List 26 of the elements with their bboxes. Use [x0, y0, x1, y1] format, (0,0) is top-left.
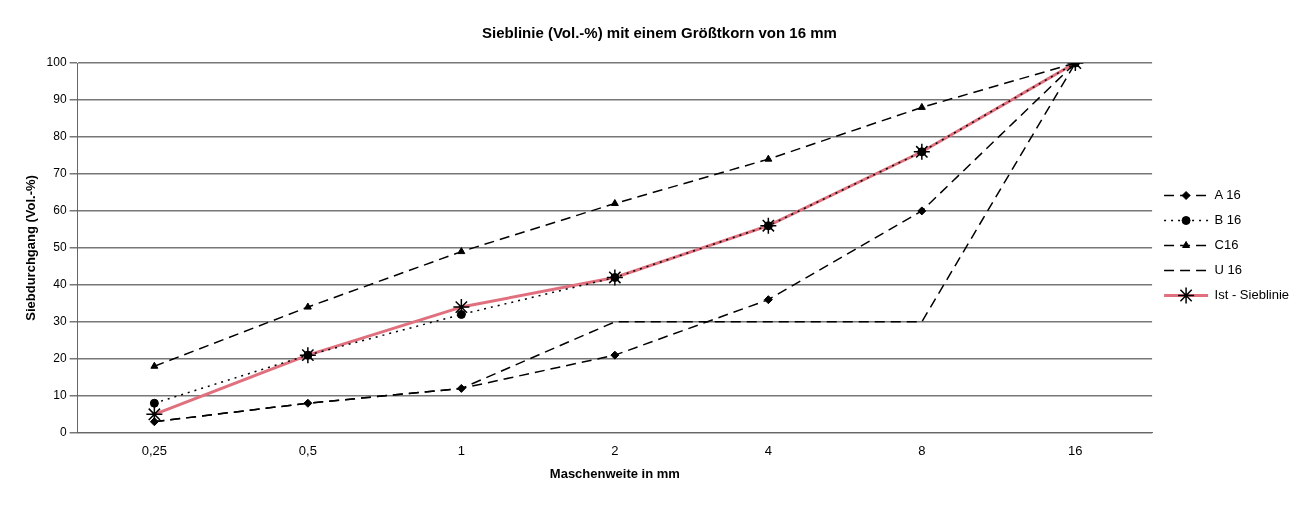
- x-tick-label: 0,25: [141, 443, 168, 459]
- y-tick-label: 10: [53, 388, 67, 403]
- x-tick-label: 16: [1068, 443, 1083, 459]
- legend-label: A 16: [1214, 187, 1241, 203]
- y-axis-title: Siebdurchgang (Vol.-%): [23, 175, 39, 321]
- legend-label: C16: [1214, 237, 1239, 253]
- x-tick-label: 8: [918, 443, 926, 459]
- y-tick-label: 70: [53, 166, 67, 181]
- y-tick-label: 60: [53, 203, 67, 218]
- legend-label: U 16: [1214, 262, 1243, 278]
- y-tick-label: 30: [53, 314, 67, 329]
- x-tick-label: 4: [764, 443, 772, 459]
- x-tick-label: 2: [611, 443, 619, 459]
- y-tick-label: 100: [46, 55, 67, 70]
- x-axis-title: Maschenweite in mm: [549, 465, 680, 481]
- y-tick-label: 50: [53, 240, 67, 255]
- y-tick-label: 90: [53, 92, 67, 107]
- x-tick-label: 1: [457, 443, 465, 459]
- legend-label: B 16: [1214, 212, 1242, 228]
- y-tick-label: 20: [53, 351, 67, 366]
- y-tick-label: 80: [53, 129, 67, 144]
- x-tick-label: 0,5: [298, 443, 317, 459]
- chart-title: Sieblinie (Vol.-%) mit einem Größtkorn von 16 mm: [482, 24, 837, 42]
- legend-label: Ist - Sieblinie: [1214, 287, 1289, 303]
- y-tick-label: 0: [59, 425, 67, 440]
- y-tick-label: 40: [53, 277, 67, 292]
